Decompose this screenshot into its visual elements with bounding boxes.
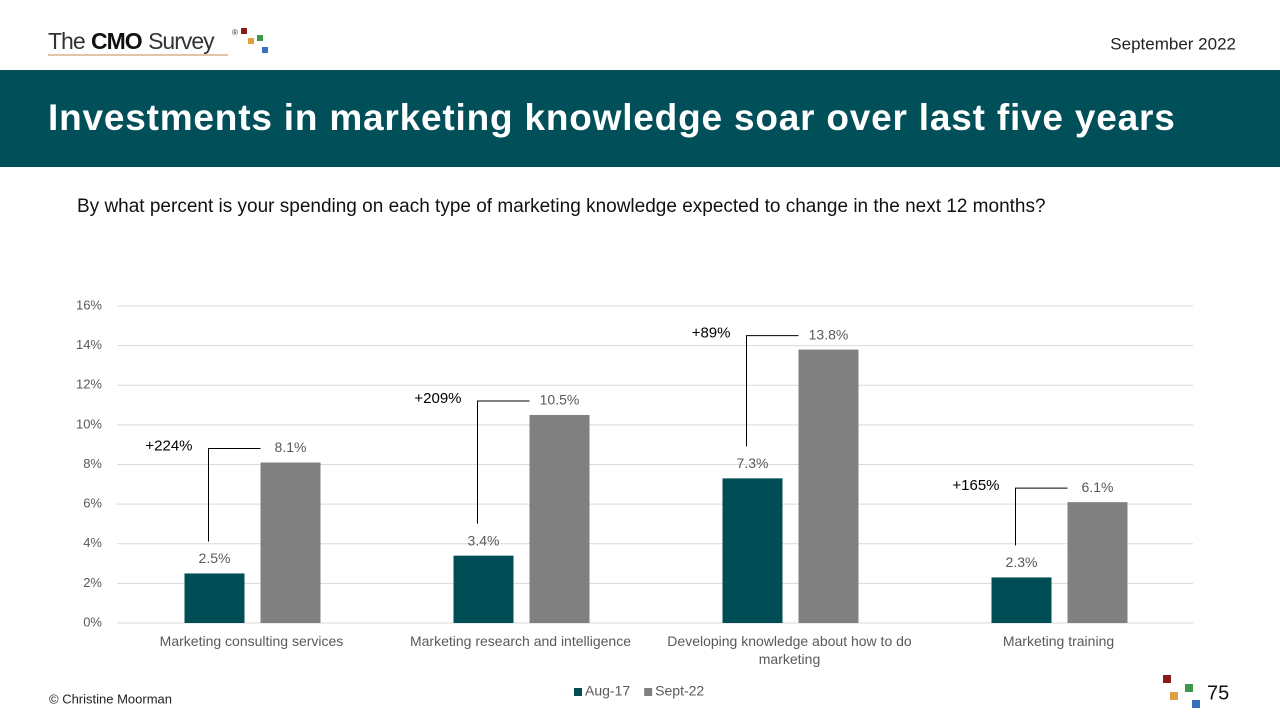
logo-square bbox=[262, 47, 268, 53]
page-number: 75 bbox=[1207, 682, 1229, 704]
y-tick-label: 2% bbox=[83, 575, 102, 590]
x-tick-label: Marketing consulting services bbox=[159, 633, 344, 649]
value-label: 13.8% bbox=[809, 326, 849, 342]
bar bbox=[260, 462, 321, 623]
legend-label: Aug-17 bbox=[585, 683, 630, 699]
bar bbox=[1067, 502, 1128, 623]
y-tick-label: 4% bbox=[83, 535, 102, 550]
y-tick-label: 14% bbox=[76, 337, 102, 352]
y-tick-label: 8% bbox=[83, 456, 102, 471]
bar bbox=[798, 349, 859, 623]
x-tick-label: Marketing training bbox=[1002, 633, 1115, 649]
annotation-connector bbox=[477, 400, 530, 524]
y-tick-label: 12% bbox=[76, 377, 102, 392]
footer-square bbox=[1185, 684, 1193, 692]
footer-square bbox=[1192, 700, 1200, 708]
y-tick-label: 10% bbox=[76, 416, 102, 431]
value-label: 2.5% bbox=[199, 550, 231, 566]
annotation: +209% bbox=[414, 390, 461, 407]
copyright: © Christine Moorman bbox=[49, 691, 172, 706]
x-tick-label: Marketing research and intelligence bbox=[409, 633, 631, 649]
footer-square bbox=[1170, 692, 1178, 700]
bar bbox=[991, 577, 1052, 623]
y-tick-label: 0% bbox=[83, 614, 102, 629]
value-label: 6.1% bbox=[1082, 479, 1114, 495]
annotation-connector bbox=[1015, 487, 1068, 546]
logo-square bbox=[257, 35, 263, 41]
value-label: 2.3% bbox=[1006, 554, 1038, 570]
annotation: +224% bbox=[145, 437, 192, 454]
legend-label: Sept-22 bbox=[655, 683, 704, 699]
logo: The CMO Survey ® bbox=[48, 28, 268, 56]
annotation-connector bbox=[746, 335, 799, 447]
logo-square bbox=[241, 28, 247, 34]
value-label: 10.5% bbox=[540, 392, 580, 408]
logo-mark: ® bbox=[232, 28, 238, 37]
value-label: 3.4% bbox=[468, 532, 500, 548]
annotation: +165% bbox=[952, 477, 999, 494]
value-label: 7.3% bbox=[737, 455, 769, 471]
footer-square bbox=[1163, 675, 1171, 683]
bar bbox=[722, 478, 783, 623]
title-banner bbox=[0, 70, 1280, 167]
logo-suffix: Survey bbox=[148, 28, 215, 54]
y-tick-label: 6% bbox=[83, 496, 102, 511]
bar bbox=[453, 555, 514, 623]
chart-title: Investments in marketing knowledge soar … bbox=[48, 97, 1176, 138]
annotation-connector bbox=[208, 448, 261, 542]
logo-brand: CMO bbox=[91, 28, 142, 54]
y-tick-label: 16% bbox=[76, 297, 102, 312]
x-tick-label-box: Marketing research and intelligence bbox=[409, 633, 631, 649]
x-tick-label-box: Developing knowledge about how to do mar… bbox=[667, 633, 912, 667]
legend-swatch bbox=[574, 688, 582, 696]
x-tick-label-box: Marketing training bbox=[1002, 633, 1115, 649]
logo-prefix: The bbox=[48, 28, 85, 54]
value-label: 8.1% bbox=[275, 439, 307, 455]
x-tick-label: Developing knowledge about how to do mar… bbox=[667, 633, 912, 667]
x-tick-label-box: Marketing consulting services bbox=[159, 633, 344, 649]
bar bbox=[184, 573, 245, 623]
legend-swatch bbox=[644, 688, 653, 696]
logo-square bbox=[248, 38, 254, 44]
chart-subtitle: By what percent is your spending on each… bbox=[77, 196, 1046, 217]
bar bbox=[529, 414, 590, 623]
date: September 2022 bbox=[1110, 34, 1236, 53]
annotation: +89% bbox=[692, 325, 731, 342]
logo-text: The CMO Survey bbox=[48, 28, 215, 54]
